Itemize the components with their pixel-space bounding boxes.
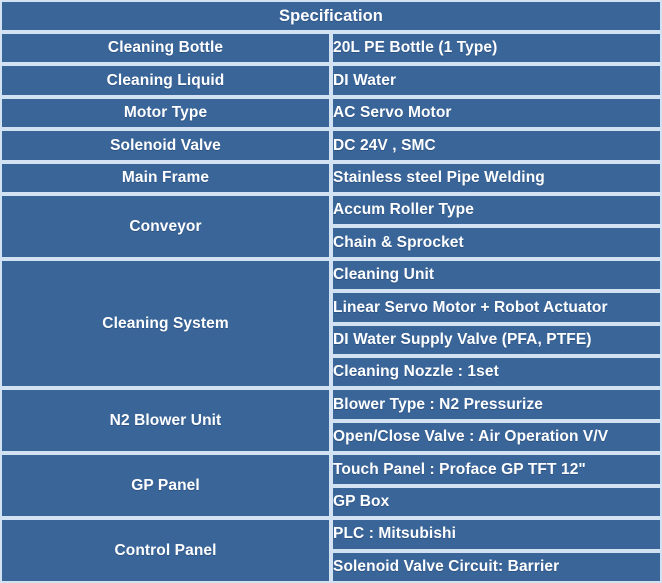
table-row: Chain & Sprocket xyxy=(0,226,662,259)
value-cell: DC 24V , SMC xyxy=(331,129,662,162)
value-cell: Accum Roller Type xyxy=(331,194,662,227)
page-title: Specification xyxy=(279,6,383,25)
table-row: Cleaning Liquid DI Water xyxy=(0,64,662,97)
value-cell: 20L PE Bottle (1 Type) xyxy=(331,32,662,65)
value-cell: GP Box xyxy=(331,485,662,519)
table-row: Control Panel PLC : Mitsubishi xyxy=(0,518,662,583)
value-text: AC Servo Motor xyxy=(333,104,452,122)
table-row: Cleaning Bottle 20L PE Bottle (1 Type) xyxy=(0,32,662,65)
value-cell: Cleaning Unit xyxy=(331,258,662,292)
value-cell: PLC : Mitsubishi xyxy=(331,518,662,551)
value-cell: Cleaning Nozzle : 1set xyxy=(331,356,662,389)
value-text: Solenoid Valve Circuit: Barrier xyxy=(333,557,560,575)
group-label-cell-control-panel: Control Panel xyxy=(0,518,331,583)
value-text: PLC : Mitsubishi xyxy=(333,525,457,543)
table-row: Cleaning System Cleaning Unit xyxy=(0,258,662,389)
group-label: Solenoid Valve xyxy=(110,136,221,154)
table-row: Main Frame Stainless steel Pipe Welding xyxy=(0,161,662,195)
value-text: Touch Panel : Proface GP TFT 12" xyxy=(333,460,586,478)
value-text: GP Box xyxy=(333,492,390,510)
group-label: Conveyor xyxy=(129,217,202,235)
table-row: Open/Close Valve : Air Operation V/V xyxy=(0,420,662,454)
value-cell: DI Water Supply Valve (PFA, PTFE) xyxy=(331,323,662,357)
group-label: Motor Type xyxy=(123,104,208,122)
group-label: Main Frame xyxy=(121,168,210,186)
group-label-cell-solenoid-valve: Solenoid Valve xyxy=(0,129,331,162)
group-label-cell-main-frame: Main Frame xyxy=(0,161,331,195)
group-label-cell-conveyor: Conveyor xyxy=(0,194,331,259)
table-header-row: Specification xyxy=(0,0,662,32)
group-label: Cleaning System xyxy=(102,314,229,332)
value-cell: Solenoid Valve Circuit: Barrier xyxy=(331,550,662,583)
value-cell: Blower Type : N2 Pressurize xyxy=(331,388,662,421)
group-label-cell-n2-blower-unit: N2 Blower Unit xyxy=(0,388,331,454)
value-text: Accum Roller Type xyxy=(333,201,474,219)
table-row: Motor Type AC Servo Motor xyxy=(0,96,662,130)
value-text: Linear Servo Motor + Robot Actuator xyxy=(333,298,608,316)
group-label: Cleaning Bottle xyxy=(107,39,224,57)
table-row: Linear Servo Motor + Robot Actuator xyxy=(0,291,662,324)
value-text: DC 24V , SMC xyxy=(333,136,436,154)
value-text: Blower Type : N2 Pressurize xyxy=(333,395,544,413)
table-row: Conveyor Accum Roller Type xyxy=(0,194,662,259)
value-cell: Chain & Sprocket xyxy=(331,226,662,259)
table-row: Solenoid Valve Circuit: Barrier xyxy=(0,550,662,583)
group-label-cell-gp-panel: GP Panel xyxy=(0,453,331,519)
table-row: DI Water Supply Valve (PFA, PTFE) xyxy=(0,323,662,357)
group-label: Cleaning Liquid xyxy=(106,71,225,89)
group-label-cell-cleaning-bottle: Cleaning Bottle xyxy=(0,32,331,65)
group-label-cell-motor-type: Motor Type xyxy=(0,96,331,130)
table-row: GP Box xyxy=(0,485,662,519)
value-text: Chain & Sprocket xyxy=(333,233,464,251)
group-label: Control Panel xyxy=(114,541,217,559)
group-label: N2 Blower Unit xyxy=(109,411,222,429)
group-label: GP Panel xyxy=(131,476,200,494)
value-cell: Open/Close Valve : Air Operation V/V xyxy=(331,420,662,454)
group-label-cell-cleaning-system: Cleaning System xyxy=(0,258,331,389)
group-label-cell-cleaning-liquid: Cleaning Liquid xyxy=(0,64,331,97)
value-text: 20L PE Bottle (1 Type) xyxy=(333,39,498,57)
value-cell: Linear Servo Motor + Robot Actuator xyxy=(331,291,662,324)
value-cell: Stainless steel Pipe Welding xyxy=(331,161,662,195)
value-text: Stainless steel Pipe Welding xyxy=(333,168,545,186)
value-text: Cleaning Nozzle : 1set xyxy=(333,363,499,381)
value-text: Cleaning Unit xyxy=(333,266,435,284)
value-cell: Touch Panel : Proface GP TFT 12" xyxy=(331,453,662,486)
table-row: Cleaning Nozzle : 1set xyxy=(0,356,662,389)
table-row: N2 Blower Unit Blower Type : N2 Pressuri… xyxy=(0,388,662,454)
value-text: DI Water Supply Valve (PFA, PTFE) xyxy=(333,330,592,348)
table-row: Solenoid Valve DC 24V , SMC xyxy=(0,129,662,162)
value-text: DI Water xyxy=(333,71,397,89)
header-title-cell: Specification xyxy=(0,0,662,32)
value-cell: AC Servo Motor xyxy=(331,96,662,130)
value-text: Open/Close Valve : Air Operation V/V xyxy=(333,428,609,446)
value-cell: DI Water xyxy=(331,64,662,97)
table-row: GP Panel Touch Panel : Proface GP TFT 12… xyxy=(0,453,662,519)
